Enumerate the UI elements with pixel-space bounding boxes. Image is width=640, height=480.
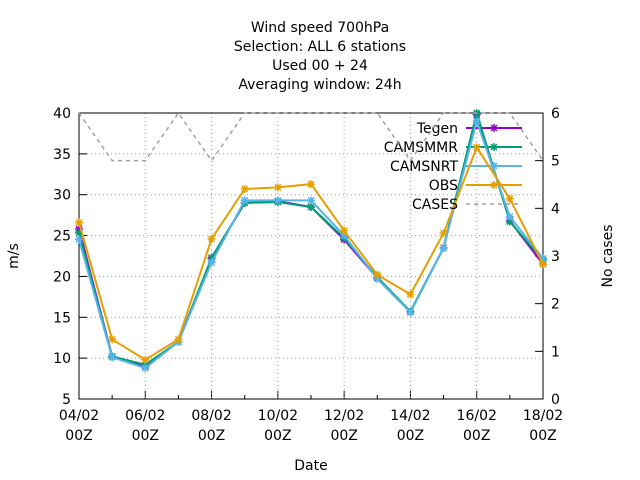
x-tick-label: 08/02 00Z <box>191 408 231 444</box>
data-point <box>439 229 448 238</box>
data-point <box>307 196 315 205</box>
y-tick-label: 5 <box>62 392 71 408</box>
data-point <box>472 117 481 126</box>
series-line <box>78 110 544 368</box>
y2-tick-label: 6 <box>551 106 560 122</box>
data-point <box>75 218 83 227</box>
legend-marker <box>490 143 498 151</box>
data-point <box>505 194 514 203</box>
y-axis-label: m/s <box>6 243 22 269</box>
data-point <box>207 234 216 243</box>
y2-axis-label: No cases <box>600 225 616 288</box>
data-point <box>75 225 83 234</box>
x-tick-label: 04/02 00Z <box>59 408 99 444</box>
series-line <box>78 109 544 366</box>
chart-title: Used 00 + 24 <box>272 58 368 74</box>
data-point <box>505 217 514 226</box>
x-tick-label: 12/02 00Z <box>324 408 364 444</box>
legend-label: Tegen <box>416 121 458 137</box>
data-point <box>75 235 83 244</box>
chart-title: Wind speed 700hPa <box>251 20 389 36</box>
legend-marker <box>490 162 498 170</box>
data-point <box>406 290 415 299</box>
data-point <box>472 143 481 152</box>
y-tick-label: 10 <box>53 351 71 367</box>
data-point <box>207 258 216 267</box>
legend-marker <box>490 181 498 189</box>
y-tick-label: 35 <box>53 147 71 163</box>
x-tick-label: 18/02 00Z <box>523 408 563 444</box>
data-point <box>174 335 183 344</box>
data-point <box>273 196 282 205</box>
data-point <box>439 243 448 252</box>
data-point <box>207 253 216 262</box>
legend-label: OBS <box>429 178 458 194</box>
y-tick-label: 25 <box>53 229 71 245</box>
x-tick-label: 14/02 00Z <box>390 408 430 444</box>
legend-label: CAMSNRT <box>390 159 459 175</box>
data-point <box>240 196 249 205</box>
y-tick-label: 40 <box>53 106 71 122</box>
y2-tick-label: 3 <box>551 249 560 265</box>
y-tick-label: 30 <box>53 188 71 204</box>
y-tick-label: 20 <box>53 269 71 285</box>
data-point <box>340 226 349 235</box>
data-point <box>373 270 382 279</box>
y2-tick-label: 5 <box>551 154 560 170</box>
data-point <box>340 231 349 240</box>
chart-title: Averaging window: 24h <box>238 77 401 93</box>
legend-marker <box>490 124 498 132</box>
data-point <box>141 355 150 364</box>
data-point <box>539 254 547 263</box>
x-tick-label: 06/02 00Z <box>125 408 165 444</box>
y2-tick-label: 1 <box>551 344 560 360</box>
data-point <box>141 363 150 372</box>
y2-tick-label: 0 <box>551 392 560 408</box>
data-point <box>539 260 547 269</box>
y2-tick-label: 4 <box>551 201 560 217</box>
legend-label: CASES <box>412 197 458 213</box>
data-point <box>108 353 117 362</box>
data-point <box>406 308 415 317</box>
y-tick-label: 15 <box>53 310 71 326</box>
series-line <box>78 145 544 361</box>
series-line <box>78 111 544 162</box>
x-tick-label: 16/02 00Z <box>457 408 497 444</box>
data-point <box>307 180 315 189</box>
data-point <box>75 229 83 238</box>
data-point <box>505 212 514 221</box>
y2-tick-label: 2 <box>551 297 560 313</box>
data-point <box>240 184 249 193</box>
legend-label: CAMSMMR <box>384 140 458 156</box>
x-axis-label: Date <box>294 458 327 474</box>
data-point <box>307 202 315 211</box>
data-point <box>108 335 117 344</box>
data-point <box>273 183 282 192</box>
chart-title: Selection: ALL 6 stations <box>234 39 406 55</box>
x-tick-label: 10/02 00Z <box>258 408 298 444</box>
data-point <box>373 274 382 283</box>
